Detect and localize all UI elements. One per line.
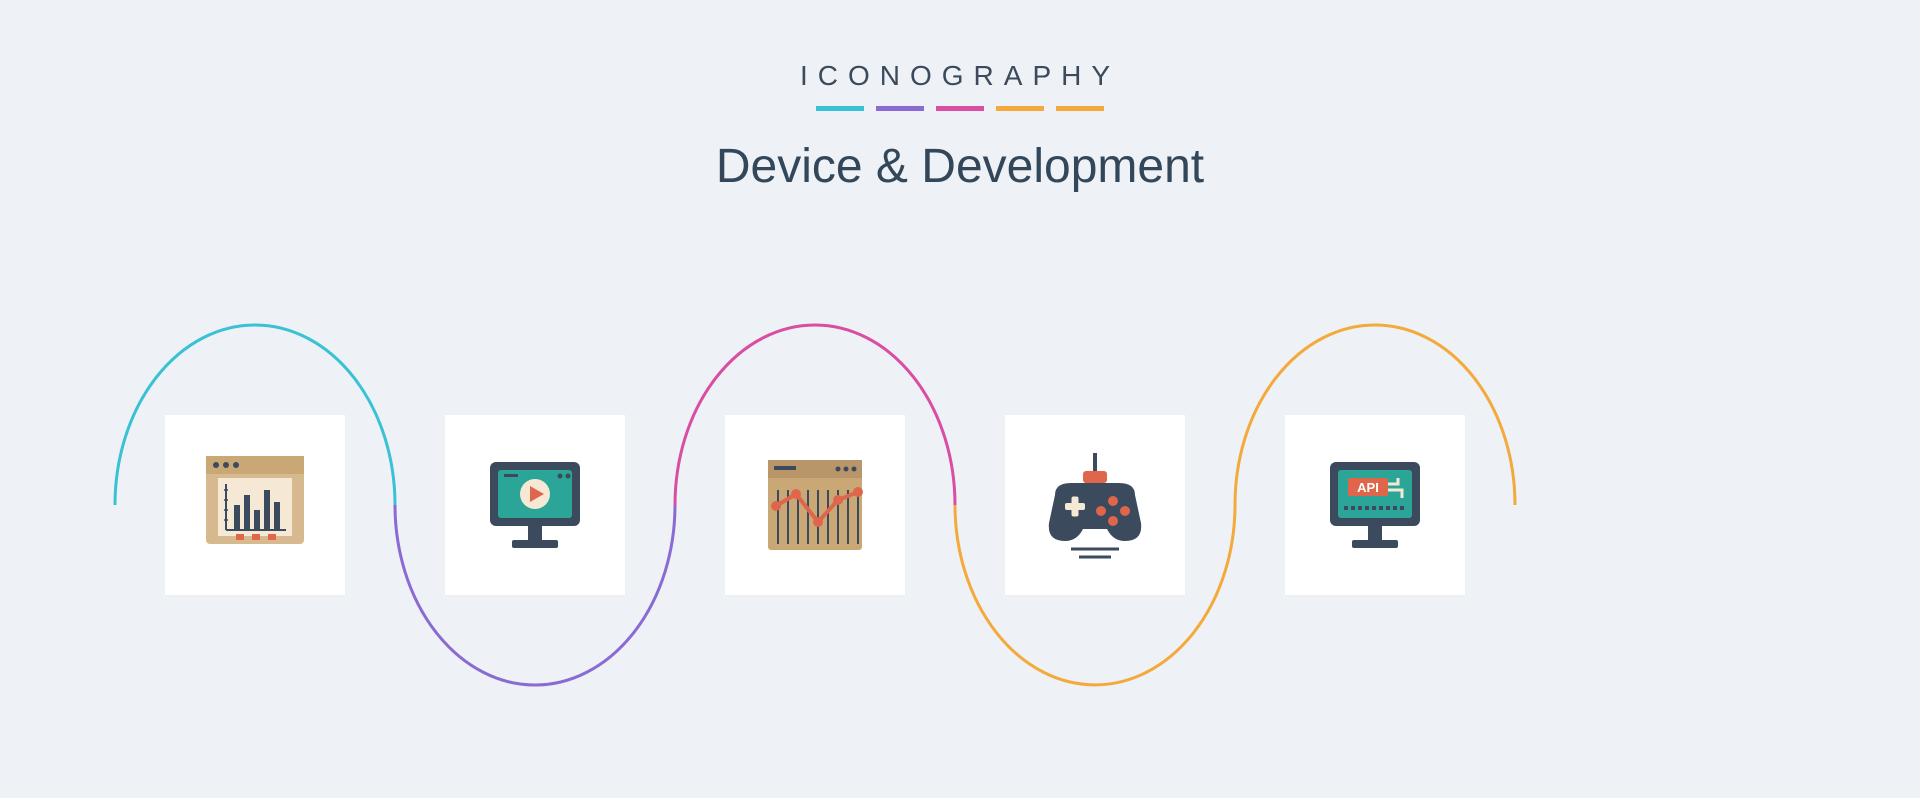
gamepad-icon xyxy=(1035,445,1155,565)
icon-tile xyxy=(1005,415,1185,595)
header: ICONOGRAPHY Device & Development xyxy=(0,60,1920,194)
underline-segment xyxy=(1056,106,1104,111)
underline-segment xyxy=(816,106,864,111)
monitor-api-icon: API xyxy=(1320,450,1430,560)
chart-window-icon xyxy=(760,450,870,560)
underline-segment xyxy=(996,106,1044,111)
icon-tile xyxy=(165,415,345,595)
monitor-video-icon xyxy=(480,450,590,560)
icon-tile: API xyxy=(1285,415,1465,595)
subtitle: Device & Development xyxy=(0,139,1920,194)
api-label: API xyxy=(1357,480,1379,495)
icon-tile xyxy=(725,415,905,595)
brand-underlines xyxy=(0,106,1920,111)
brand-title: ICONOGRAPHY xyxy=(0,60,1920,92)
icon-stage: API xyxy=(0,270,1920,740)
browser-chart-icon xyxy=(200,450,310,560)
icon-tile xyxy=(445,415,625,595)
underline-segment xyxy=(936,106,984,111)
underline-segment xyxy=(876,106,924,111)
